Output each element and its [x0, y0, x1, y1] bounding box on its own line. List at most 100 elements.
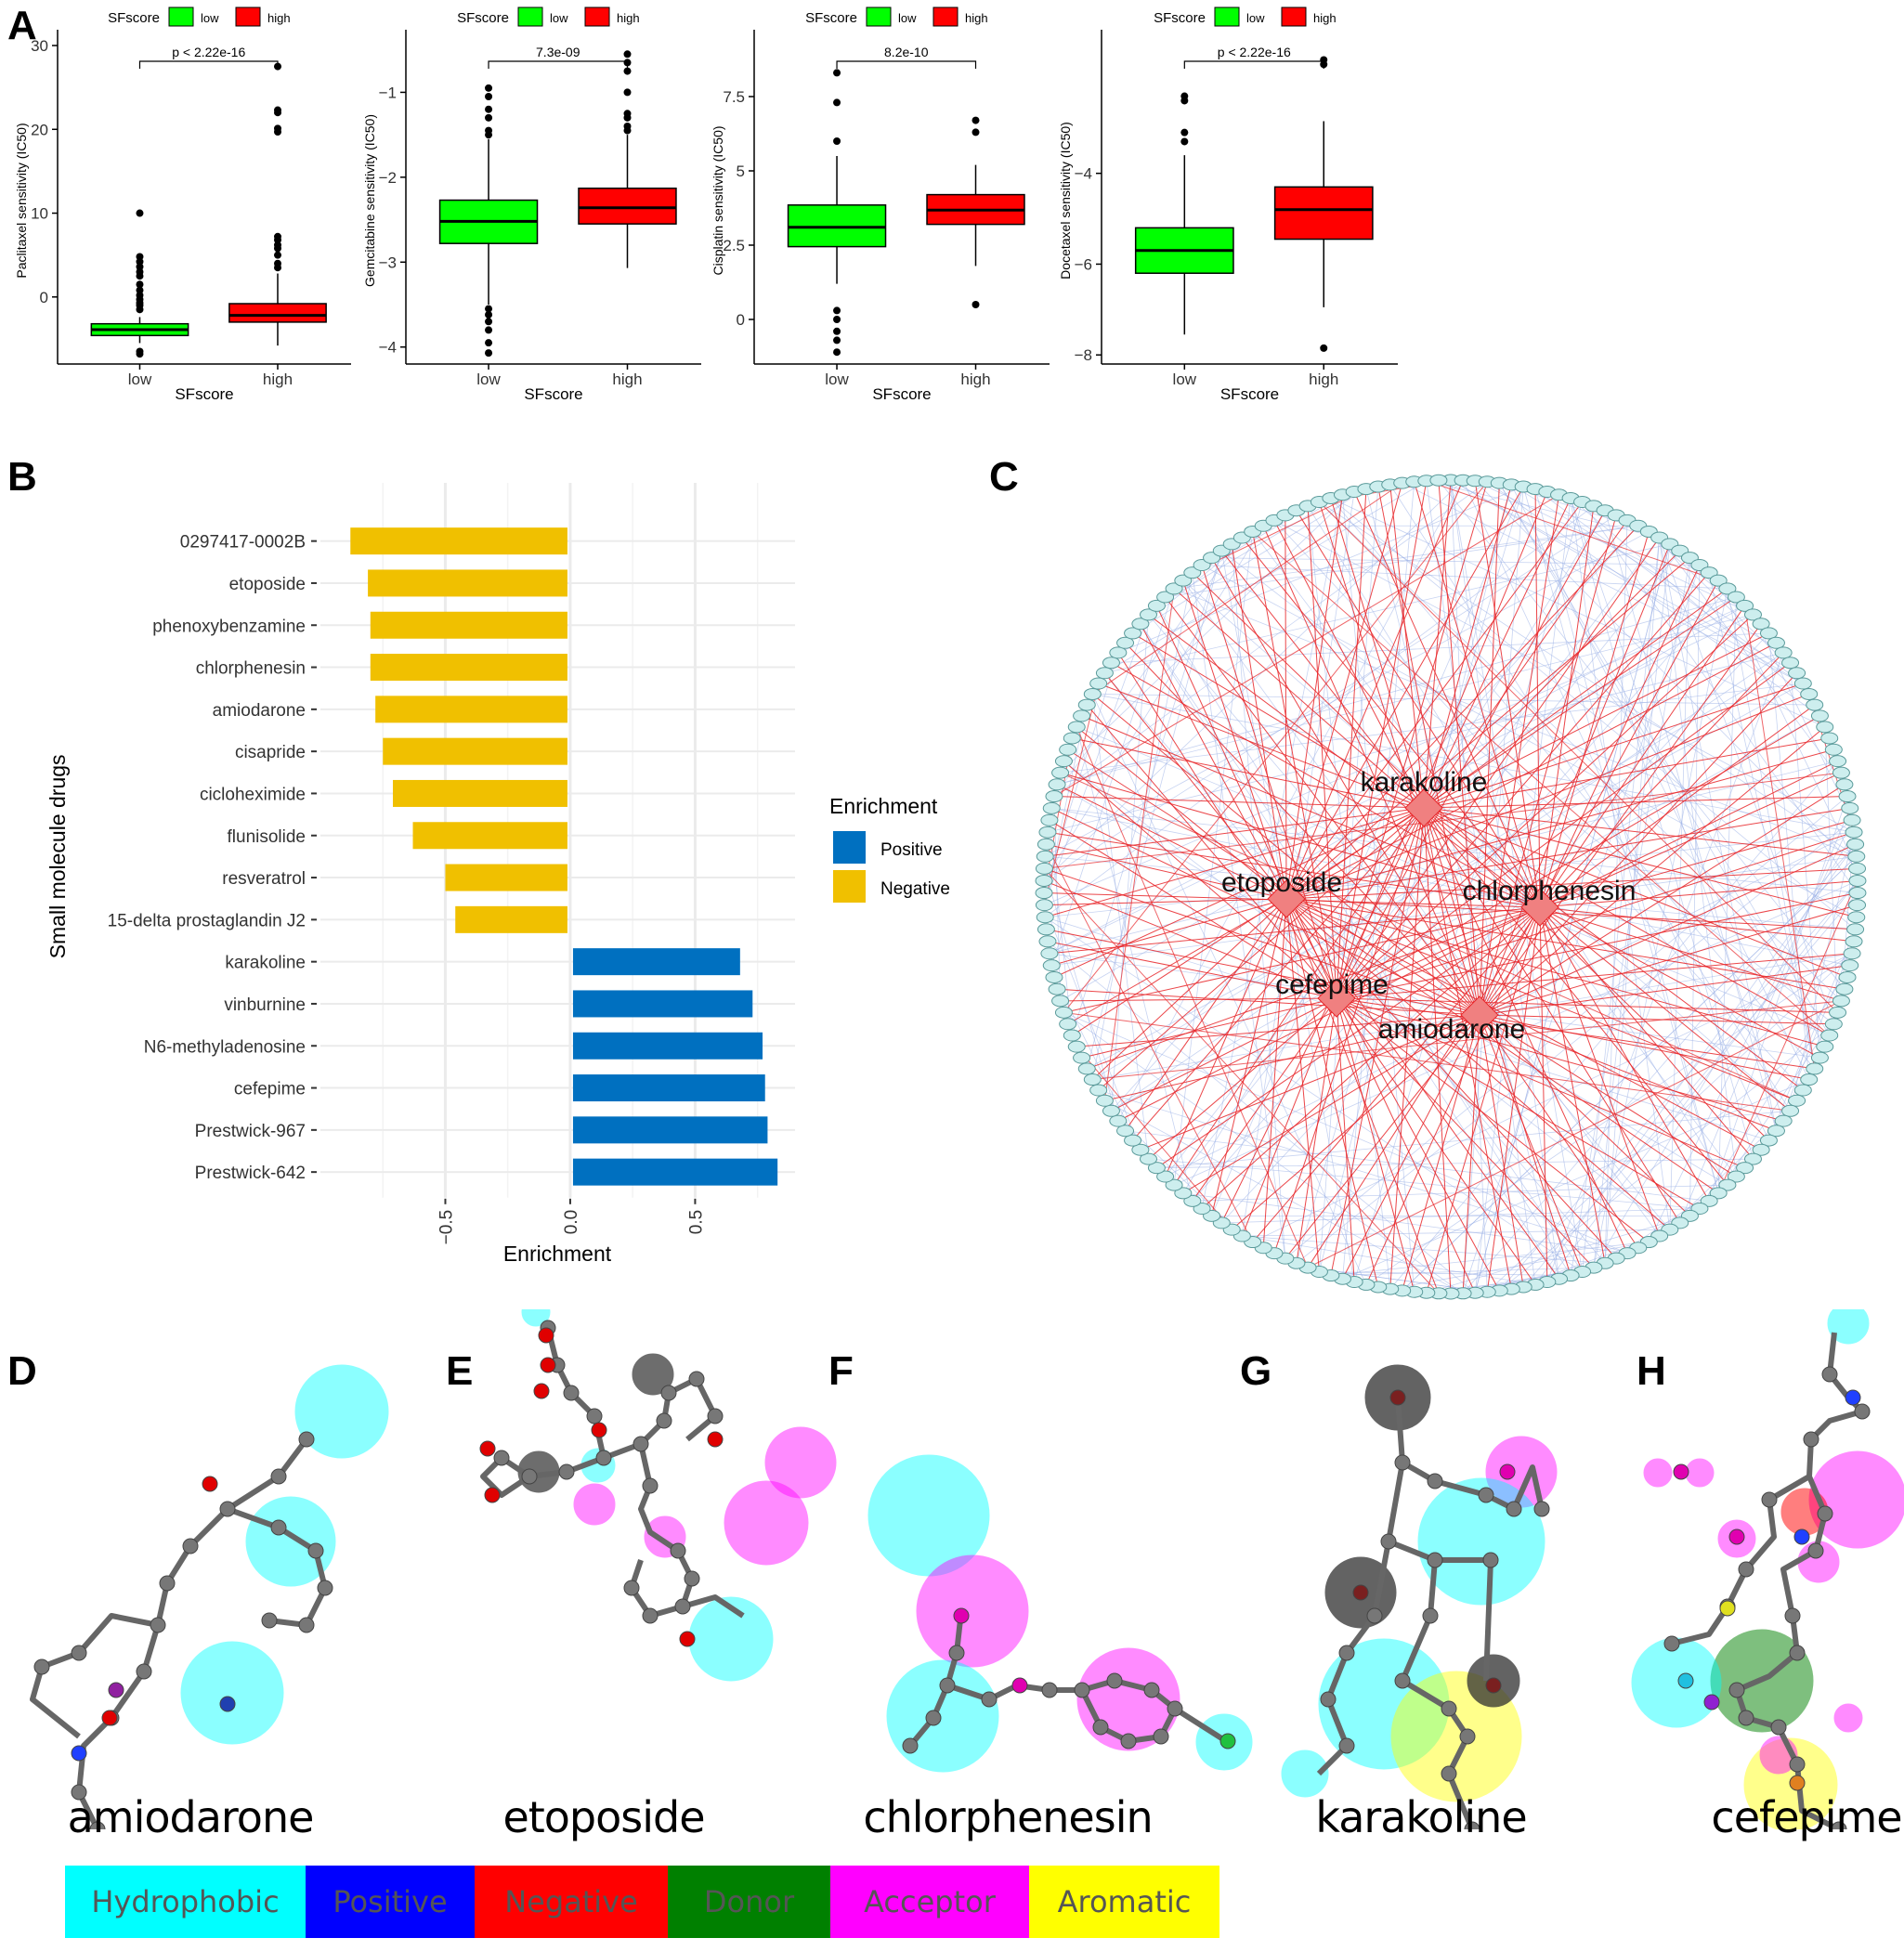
gene-node: [1089, 677, 1108, 690]
gene-node: [1165, 1178, 1183, 1191]
network-edge-hub: [1148, 614, 1541, 908]
network-edge-weak: [1546, 652, 1784, 1282]
gene-node: [1147, 599, 1166, 612]
network-edge-weak: [1202, 565, 1728, 590]
gene-node: [1051, 995, 1070, 1008]
network-edge-hub: [1319, 501, 1838, 1013]
gene-node: [1095, 1094, 1114, 1107]
network-edge-hub: [1336, 572, 1710, 999]
drug-target-network: karakoline etoposide chlorphenesin cefepime…: [1035, 474, 1867, 1300]
network-edge-weak: [1111, 715, 1820, 1112]
gene-node: [1156, 1170, 1175, 1183]
gene-node: [1736, 599, 1754, 612]
gene-node: [1073, 709, 1091, 722]
atom: [1011, 1677, 1028, 1694]
network-edge-hub: [1220, 550, 1425, 809]
atom: [307, 1542, 324, 1559]
network-edge-weak: [1045, 531, 1650, 857]
network-edge-hub: [1231, 543, 1287, 900]
gene-node: [1743, 608, 1762, 621]
network-edge-hub: [1285, 898, 1617, 1259]
network-edge-hub: [1063, 1011, 1791, 1112]
network-edge-hub: [1285, 482, 1403, 900]
box-high: [228, 303, 327, 323]
network-edge-hub: [1103, 588, 1175, 1101]
bar-N6-methyladenosine: [572, 1032, 763, 1060]
outlier-point: [1180, 137, 1189, 146]
p-value-label: p < 2.22e-16: [172, 45, 245, 59]
network-edge-hub: [1423, 807, 1512, 1290]
atom: [688, 1371, 705, 1387]
hub-label-etoposide: etoposide: [1221, 867, 1342, 898]
network-edge-hub: [1063, 761, 1337, 999]
outlier-point: [972, 301, 980, 308]
gene-node: [1077, 1062, 1096, 1075]
gene-node: [1131, 1143, 1150, 1156]
legend-swatch-low: [517, 7, 543, 27]
dark-sphere: [632, 1353, 674, 1396]
network-edge-hub: [1479, 672, 1797, 1016]
network-edge-hub: [1423, 807, 1628, 1254]
network-edge-weak: [1192, 1184, 1728, 1202]
network-edge-hub: [1117, 906, 1541, 1122]
network-edge-weak: [1273, 520, 1855, 833]
network-edge-hub: [1539, 906, 1548, 1282]
network-edge-hub: [1057, 988, 1480, 1016]
gene-node: [1841, 801, 1859, 814]
network-edge-hub: [1148, 997, 1337, 1160]
network-edge-hub: [1330, 498, 1425, 809]
atom: [270, 1519, 287, 1536]
network-edge-hub: [1051, 807, 1480, 1016]
hub-node-karakoline: [1404, 788, 1443, 827]
network-edge-weak: [1717, 1012, 1838, 1194]
bar-vinburnine: [572, 990, 753, 1018]
acceptor-sphere: [1643, 1458, 1673, 1488]
gene-node: [1743, 1152, 1762, 1165]
network-edge-hub: [1045, 843, 1254, 1242]
atom: [533, 1383, 550, 1399]
outlier-point: [136, 280, 144, 289]
gene-node: [1040, 813, 1059, 826]
network-edge-weak: [1165, 831, 1855, 1177]
network-edge-weak: [1252, 953, 1853, 1242]
box-high: [1273, 186, 1374, 241]
gene-node: [1848, 899, 1867, 912]
network-edge-hub: [1043, 683, 1100, 905]
network-edge-hub: [1092, 482, 1402, 695]
feature-legend-positive: Positive: [306, 1866, 475, 1938]
network-edge-hub: [1076, 1014, 1480, 1047]
network-edge-hub: [1252, 531, 1831, 1036]
y-tick-label: −4: [1075, 165, 1092, 183]
atom: [1821, 1366, 1838, 1383]
atom: [1506, 1501, 1522, 1517]
network-edge-weak: [1045, 917, 1583, 1272]
gene-node: [1036, 911, 1054, 924]
network-edge-hub: [1330, 807, 1425, 1276]
x-axis-label: SFscore: [872, 385, 931, 403]
network-edge-weak: [1051, 807, 1850, 967]
outlier-point: [485, 84, 493, 92]
outlier-point: [833, 306, 841, 315]
network-edge-weak: [1211, 557, 1700, 566]
network-edge-hub: [1336, 997, 1701, 1209]
network-edge-hub: [1047, 941, 1337, 999]
y-axis-label: Docetaxel sensitivity (IC50): [1058, 122, 1073, 280]
gene-node: [1781, 657, 1800, 670]
network-edge-weak: [1092, 694, 1855, 833]
hub-node-etoposide: [1267, 879, 1306, 918]
atom: [261, 1612, 278, 1629]
outlier-point: [833, 336, 841, 345]
network-edge-hub: [1479, 579, 1719, 1016]
network-edge-weak: [1051, 807, 1858, 893]
network-edge-hub: [1336, 997, 1355, 1282]
hydrophobic-sphere: [1631, 1637, 1722, 1728]
network-edge-hub: [1479, 904, 1858, 1016]
legend-label-positive: Positive: [880, 840, 943, 860]
enrichment-bar-chart: 0297417-0002B etoposide phenoxybenzamine ch…: [46, 483, 950, 1266]
legend-swatch-low: [1214, 7, 1240, 27]
acceptor-sphere: [1685, 1458, 1715, 1488]
network-edge-hub: [1192, 997, 1337, 1202]
atom: [1784, 1607, 1801, 1624]
network-edge-hub: [1285, 480, 1464, 900]
